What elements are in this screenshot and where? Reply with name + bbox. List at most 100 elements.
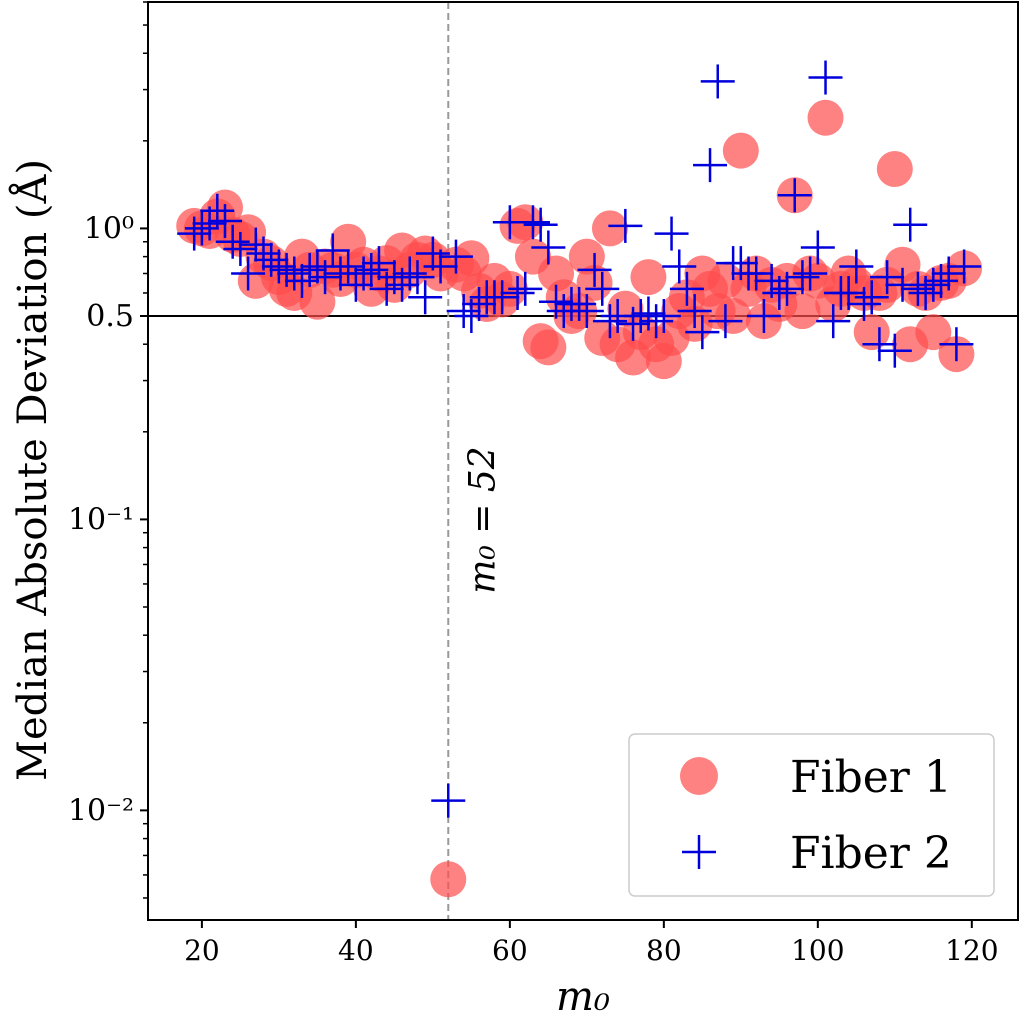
fiber2-point bbox=[816, 304, 851, 339]
fiber2-point bbox=[277, 256, 312, 291]
fiber2-point bbox=[446, 294, 481, 329]
fiber2-point bbox=[485, 280, 520, 315]
fiber2-point bbox=[331, 249, 366, 284]
fiber2-point bbox=[700, 64, 735, 99]
fiber2-point bbox=[677, 294, 712, 329]
fiber2-point bbox=[246, 236, 281, 271]
fiber1-point bbox=[722, 132, 759, 169]
fiber1-point bbox=[530, 329, 567, 366]
x-tick-label: 20 bbox=[184, 934, 220, 967]
fiber2-point bbox=[315, 233, 350, 268]
fiber2-point bbox=[877, 333, 912, 368]
fiber2-point bbox=[192, 206, 227, 241]
fiber2-point bbox=[523, 207, 558, 242]
fiber2-point bbox=[308, 260, 343, 295]
x-tick-label: 40 bbox=[338, 934, 374, 967]
fiber2-point bbox=[885, 267, 920, 302]
fiber2-point bbox=[238, 227, 273, 262]
x-tick-label: 80 bbox=[646, 934, 682, 967]
fiber2-point bbox=[939, 327, 974, 362]
fiber2-point bbox=[793, 256, 828, 291]
x-tick-label: 100 bbox=[791, 934, 844, 967]
m0-annotation: m₀ = 52 bbox=[462, 446, 503, 593]
fiber2-point bbox=[847, 286, 882, 321]
axes bbox=[147, 1, 1019, 921]
legend-fiber1-marker bbox=[680, 757, 718, 795]
fiber2-point bbox=[762, 275, 797, 310]
fiber2-point bbox=[539, 284, 574, 319]
fiber2-point bbox=[531, 230, 566, 265]
legend-box bbox=[628, 733, 995, 897]
tick-labels: 20 40 60 80 100 120 10⁻² 10⁻¹ 0.5 10⁰ m₀ Median Abs… bbox=[9, 1, 999, 1018]
fiber2-point bbox=[508, 271, 543, 306]
fiber1-point bbox=[430, 861, 467, 898]
fiber1-point bbox=[784, 293, 821, 330]
fiber2-point bbox=[808, 60, 843, 95]
fiber2-point bbox=[785, 260, 820, 295]
fiber1-point bbox=[299, 283, 336, 320]
fiber1-point bbox=[715, 298, 752, 335]
fiber2-point bbox=[462, 286, 497, 321]
fiber2-point bbox=[654, 216, 689, 251]
plot-frame bbox=[147, 1, 1019, 921]
fiber2-point bbox=[646, 299, 681, 334]
fiber2-point bbox=[431, 783, 466, 818]
fiber2-point bbox=[500, 275, 535, 310]
fiber2-point bbox=[562, 286, 597, 321]
fiber2-point bbox=[223, 231, 258, 266]
fiber1-point bbox=[591, 210, 628, 247]
legend: Fiber 1 Fiber 2 bbox=[628, 733, 995, 897]
fiber2-point bbox=[746, 299, 781, 334]
y-tick-label: 0.5 bbox=[86, 299, 134, 334]
y-tick-label: 10⁻¹ bbox=[68, 502, 134, 537]
fiber2-point bbox=[924, 263, 959, 298]
fiber2-point bbox=[693, 148, 728, 183]
fiber2-point bbox=[392, 256, 427, 291]
fiber2-point bbox=[631, 296, 666, 331]
fiber2-point bbox=[515, 205, 550, 240]
fiber1-point bbox=[630, 259, 667, 296]
fiber2-point bbox=[400, 260, 435, 295]
fiber2-point bbox=[839, 249, 874, 284]
fiber2-point bbox=[931, 256, 966, 291]
fiber2-point bbox=[685, 315, 720, 350]
fiber2-point bbox=[577, 252, 612, 287]
x-axis-label: m₀ bbox=[556, 974, 610, 1018]
fiber2-point bbox=[184, 211, 219, 246]
fiber2-point bbox=[739, 256, 774, 291]
fiber2-point bbox=[862, 327, 897, 362]
fiber2-point bbox=[438, 239, 473, 274]
fiber1-point bbox=[876, 151, 913, 188]
data-points bbox=[176, 60, 983, 898]
fiber1-point bbox=[453, 240, 490, 277]
fiber2-point bbox=[585, 271, 620, 306]
fiber2-point bbox=[415, 236, 450, 271]
fiber2-point bbox=[854, 280, 889, 315]
fiber1-point bbox=[807, 99, 844, 136]
legend-fiber2-marker bbox=[682, 835, 716, 869]
fiber2-point bbox=[231, 256, 266, 291]
fiber2-point bbox=[292, 252, 327, 287]
fiber2-point bbox=[870, 260, 905, 295]
fiber1-point bbox=[915, 314, 952, 351]
fiber2-point bbox=[947, 249, 982, 284]
fiber2-point bbox=[669, 271, 704, 306]
fiber2-point bbox=[777, 178, 812, 213]
y-tick-label: 10⁰ bbox=[84, 211, 134, 246]
y-axis-label: Median Absolute Deviation (Å) bbox=[9, 159, 56, 781]
x-tick-label: 120 bbox=[945, 934, 998, 967]
legend-fiber2-label: Fiber 2 bbox=[790, 828, 952, 879]
fiber2-point bbox=[708, 304, 743, 339]
fiber2-point bbox=[423, 249, 458, 284]
fiber2-point bbox=[361, 246, 396, 281]
fiber2-point bbox=[900, 271, 935, 306]
fiber1-point bbox=[853, 314, 890, 351]
fiber2-point bbox=[800, 230, 835, 265]
fiber2-point bbox=[893, 207, 928, 242]
fiber2-point bbox=[261, 249, 296, 284]
fiber2-point bbox=[569, 294, 604, 329]
y-tick-label: 10⁻² bbox=[68, 793, 134, 828]
fiber2-point bbox=[408, 280, 443, 315]
fiber2-point bbox=[662, 249, 697, 284]
